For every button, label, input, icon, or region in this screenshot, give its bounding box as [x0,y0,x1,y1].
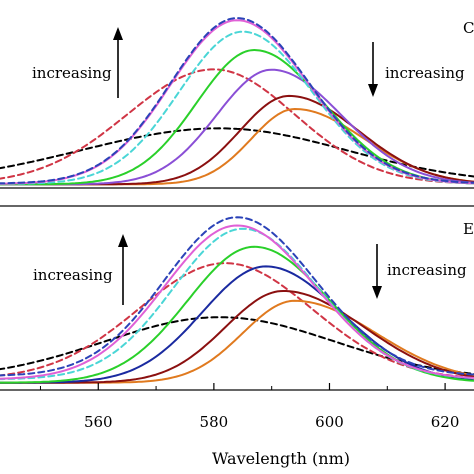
annotation-increasing-down-top: increasing [385,64,465,82]
panel-c-series-8 [0,19,474,185]
panel-label-c: C [463,19,474,37]
annotation-increasing-up-bottom: increasing [33,266,113,284]
x-tick-label-560: 560 [84,413,113,431]
panel-e-series-9 [0,216,474,377]
panel-c-series-9 [0,17,474,185]
panel-e-curves [0,216,474,384]
panel-e-series-2 [0,262,474,379]
arrow-up-bottom-icon [118,234,128,305]
x-tick-label-580: 580 [200,413,229,431]
panel-c-frame [0,187,474,189]
panel-c-series-2 [0,68,474,185]
x-tick-label-620: 620 [431,413,460,431]
panel-c-series-5 [0,68,474,186]
panel-label-e: E [463,220,474,238]
panel-e-series-3 [0,299,474,384]
panel-c-series-7 [0,30,474,185]
arrow-down-bottom-icon [372,244,382,299]
panel-e-series-1 [0,316,474,375]
x-axis-title: Wavelength (nm) [212,449,350,468]
x-axis-ticks: 560 580 600 620 [39,383,460,431]
annotation-increasing-down-bottom: increasing [387,261,467,279]
arrow-up-top-icon [113,27,123,98]
panel-e-series-8 [0,224,474,380]
arrow-down-top-icon [368,42,378,97]
panel-c-curves [0,17,474,186]
x-tick-label-600: 600 [315,413,344,431]
annotation-increasing-up-top: increasing [32,64,112,82]
panel-e-frame [0,205,474,391]
